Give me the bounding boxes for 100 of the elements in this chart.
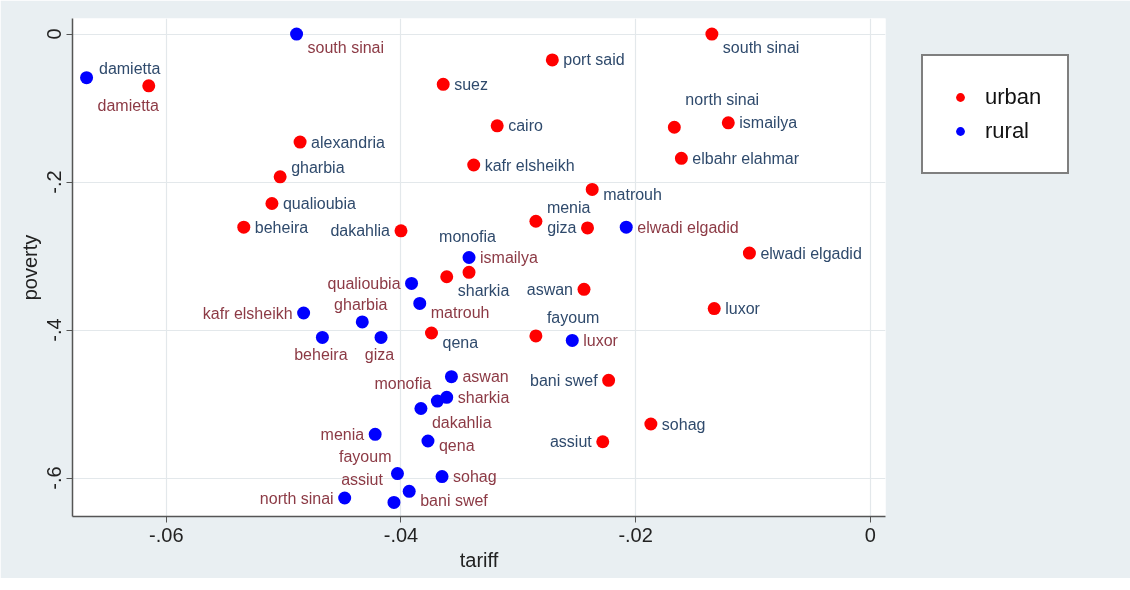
data-label: aswan bbox=[462, 368, 509, 386]
y-axis-title: poverty bbox=[18, 234, 41, 301]
point bbox=[413, 296, 427, 310]
x-tick-label: -.04 bbox=[383, 523, 419, 546]
data-label: qualioubia bbox=[327, 274, 401, 292]
x-tick-label: 0 bbox=[864, 523, 876, 546]
data-label: elwadi elgadid bbox=[637, 218, 739, 236]
data-label: cairo bbox=[508, 117, 543, 135]
point bbox=[387, 495, 401, 509]
data-label: menia bbox=[546, 198, 591, 216]
point bbox=[368, 427, 382, 441]
point bbox=[565, 333, 579, 347]
data-label: beheira bbox=[254, 218, 309, 236]
data-label: bani swef bbox=[530, 371, 599, 389]
x-axis-title: tariff bbox=[459, 548, 499, 571]
point bbox=[619, 220, 633, 234]
data-label: port said bbox=[563, 51, 625, 69]
data-label: fayoum bbox=[546, 309, 600, 327]
data-label: qena bbox=[442, 333, 479, 351]
point bbox=[290, 27, 304, 41]
point bbox=[674, 151, 688, 165]
point bbox=[435, 470, 449, 484]
data-label: north sinai bbox=[685, 91, 760, 109]
y-tick-label: -.6 bbox=[43, 466, 66, 490]
data-label: dakahlia bbox=[330, 222, 391, 240]
x-tick-label: -.02 bbox=[618, 523, 653, 546]
point bbox=[424, 326, 438, 340]
point bbox=[414, 401, 428, 415]
point bbox=[585, 182, 599, 196]
data-label: alexandria bbox=[311, 133, 386, 151]
legend-label: rural bbox=[985, 118, 1030, 144]
point bbox=[80, 71, 94, 85]
data-label: sharkia bbox=[457, 282, 510, 300]
data-label: fayoum bbox=[339, 447, 392, 465]
point bbox=[602, 373, 616, 387]
point bbox=[142, 79, 156, 93]
data-label: matrouh bbox=[430, 304, 490, 322]
point bbox=[297, 306, 311, 320]
point bbox=[394, 224, 408, 238]
data-label: aswan bbox=[526, 280, 573, 298]
point bbox=[644, 417, 658, 431]
y-tick-label: -.2 bbox=[43, 170, 66, 194]
point bbox=[742, 246, 756, 260]
data-label: sohag bbox=[661, 415, 706, 433]
point bbox=[338, 491, 352, 505]
data-label: assiut bbox=[549, 433, 593, 451]
data-label: monofia bbox=[374, 375, 432, 393]
data-label: matrouh bbox=[603, 185, 662, 203]
data-label: giza bbox=[547, 219, 577, 237]
data-label: assiut bbox=[341, 470, 384, 488]
point bbox=[265, 197, 279, 210]
data-label: south sinai bbox=[307, 39, 385, 57]
x-tick-label: -.06 bbox=[149, 523, 184, 546]
point bbox=[355, 315, 369, 329]
point bbox=[440, 270, 454, 284]
point bbox=[436, 77, 450, 91]
point bbox=[705, 27, 719, 41]
data-label: luxor bbox=[725, 300, 761, 318]
data-label: dakahlia bbox=[431, 413, 492, 431]
data-label: beheira bbox=[294, 346, 348, 364]
data-label: ismailya bbox=[739, 114, 798, 132]
data-label: damietta bbox=[97, 96, 160, 114]
point bbox=[315, 330, 329, 344]
data-label: kafr elsheikh bbox=[202, 304, 293, 322]
point bbox=[490, 119, 504, 133]
point bbox=[577, 282, 591, 296]
point bbox=[405, 276, 419, 290]
point bbox=[581, 221, 595, 235]
point bbox=[529, 214, 543, 228]
data-label: luxor bbox=[583, 331, 619, 349]
point bbox=[467, 158, 481, 172]
point bbox=[374, 330, 388, 344]
point bbox=[390, 467, 404, 481]
y-tick-label: -.4 bbox=[43, 318, 66, 342]
data-label: gharbia bbox=[291, 159, 345, 177]
data-label: damietta bbox=[98, 60, 161, 78]
data-label: giza bbox=[364, 346, 395, 364]
point bbox=[293, 135, 307, 149]
point bbox=[596, 435, 610, 449]
data-label: bani swef bbox=[420, 492, 489, 510]
data-label: elbahr elahmar bbox=[692, 149, 800, 167]
data-label: ismailya bbox=[480, 249, 538, 267]
point bbox=[462, 265, 476, 279]
data-label: monofia bbox=[439, 228, 497, 246]
data-label: sharkia bbox=[457, 388, 510, 406]
data-label: north sinai bbox=[259, 489, 334, 507]
point bbox=[721, 116, 735, 130]
point bbox=[402, 484, 416, 498]
point bbox=[444, 370, 458, 384]
point bbox=[667, 120, 681, 134]
data-label: kafr elsheikh bbox=[484, 156, 575, 174]
legend-label: urban bbox=[985, 84, 1042, 110]
data-label: gharbia bbox=[334, 296, 388, 314]
data-label: south sinai bbox=[722, 39, 800, 57]
data-label: qualioubia bbox=[282, 194, 356, 212]
data-label: elwadi elgadid bbox=[760, 244, 862, 262]
point bbox=[430, 394, 444, 408]
data-label: suez bbox=[454, 75, 489, 93]
point bbox=[421, 434, 435, 448]
point bbox=[707, 302, 721, 316]
